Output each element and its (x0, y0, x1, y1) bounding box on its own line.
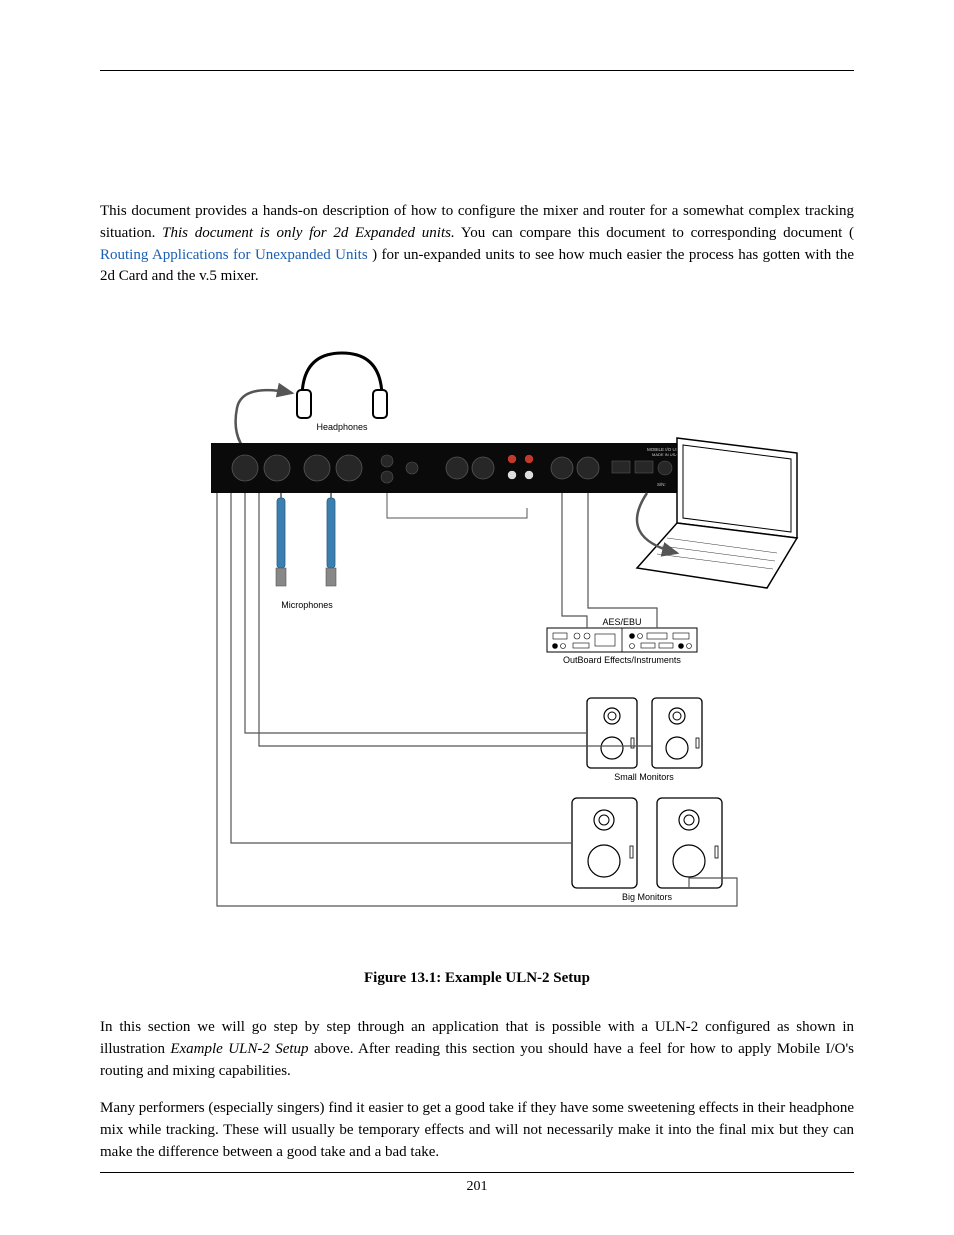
page-footer: 201 (100, 1172, 854, 1195)
outboard-label: OutBoard Effects/Instruments (563, 655, 681, 665)
intro-paragraph: This document provides a hands-on descri… (100, 201, 854, 288)
uln2-setup-diagram: Headphones (147, 338, 807, 958)
top-rule (100, 70, 854, 71)
microphones-label: Microphones (281, 600, 333, 610)
svg-text:S/N:: S/N: (657, 482, 666, 487)
p2-italic: Example ULN-2 Setup (170, 1041, 308, 1057)
aes-ebu-label: AES/EBU (602, 617, 641, 627)
figure-caption: Figure 13.1: Example ULN-2 Setup (364, 970, 590, 987)
p1-text-b: You can compare this document to corresp… (461, 225, 854, 241)
section-paragraph-1: In this section we will go step by step … (100, 1017, 854, 1082)
p1-italic: This document is only for 2d Expanded un… (162, 225, 455, 241)
routing-applications-link[interactable]: Routing Applications for Unexpanded Unit… (100, 247, 368, 263)
headphones-label: Headphones (316, 422, 368, 432)
big-monitors-label: Big Monitors (622, 892, 673, 902)
microphone-icon-2 (326, 498, 336, 586)
small-monitor-left (587, 698, 637, 768)
outboard-effects-box (547, 628, 697, 652)
figure-container: Headphones (100, 338, 854, 987)
headphones-icon (297, 353, 387, 418)
microphone-icon-1 (276, 498, 286, 586)
bottom-rule (100, 1172, 854, 1173)
svg-text:MADE IN USA: MADE IN USA (652, 452, 678, 457)
big-monitor-right (657, 798, 722, 888)
small-monitor-right (652, 698, 702, 768)
big-monitor-left (572, 798, 637, 888)
small-monitors-label: Small Monitors (614, 772, 674, 782)
section-paragraph-2: Many performers (especially singers) fin… (100, 1098, 854, 1163)
page-number: 201 (100, 1179, 854, 1195)
rack-unit: MOBILE I/O ULN-2 MADE IN USA S/N: (211, 443, 686, 493)
